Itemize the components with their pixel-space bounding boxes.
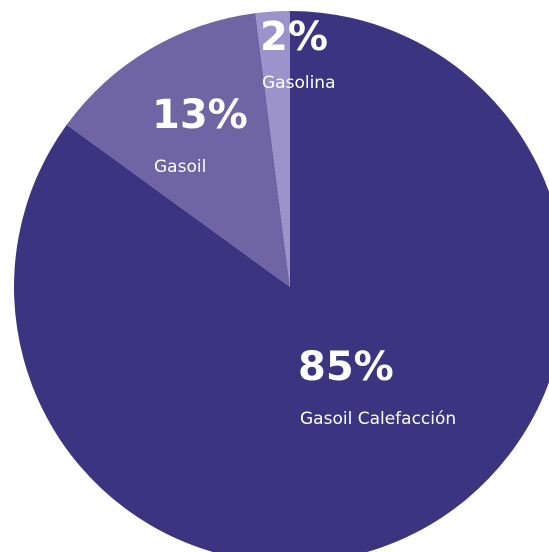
- pie-slice: [14, 11, 549, 552]
- value-label: 2%: [260, 14, 328, 60]
- pie-slice: [255, 11, 290, 287]
- value-label: 13%: [152, 92, 248, 138]
- pie-slice: [66, 13, 291, 288]
- category-label: Gasoil: [154, 157, 206, 177]
- value-label: 85%: [298, 344, 394, 390]
- category-label: Gasoil Calefacción: [300, 409, 456, 429]
- category-label: Gasolina: [262, 73, 336, 93]
